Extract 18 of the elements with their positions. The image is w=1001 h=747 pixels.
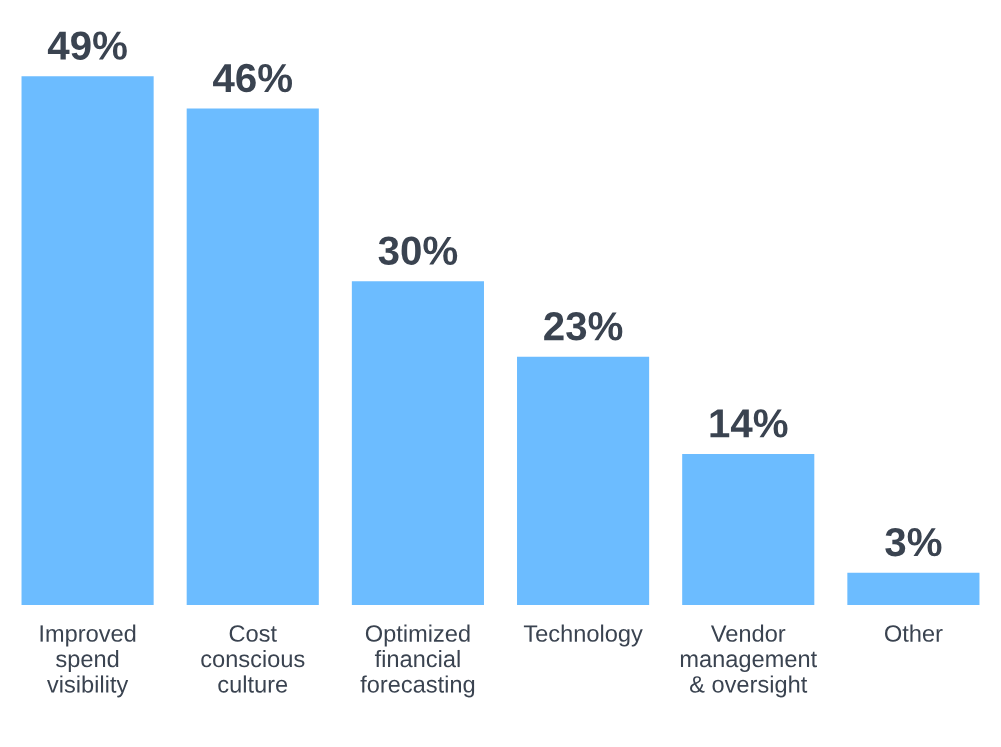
- bar: [351, 281, 484, 606]
- x-tick-label: Technology: [523, 624, 643, 647]
- x-tick-label: Other: [885, 624, 943, 642]
- x-tick-label: Cost conscious culture: [201, 625, 305, 693]
- data-label: 3%: [885, 527, 942, 557]
- bar: [21, 76, 154, 606]
- data-label: 46%: [213, 63, 292, 93]
- bar: [847, 572, 980, 606]
- data-label: 23%: [544, 312, 623, 341]
- data-label: 30%: [378, 236, 458, 266]
- data-label: 14%: [710, 409, 788, 438]
- bar: [186, 108, 319, 606]
- x-tick-label: Vendor management & oversight: [680, 624, 817, 698]
- x-tick-label: Optimized financial forecasting: [360, 624, 475, 698]
- data-label: 49%: [47, 31, 127, 60]
- x-tick-label: Improved spend visibility: [40, 624, 136, 698]
- bar: [517, 356, 650, 606]
- bar: [682, 453, 815, 606]
